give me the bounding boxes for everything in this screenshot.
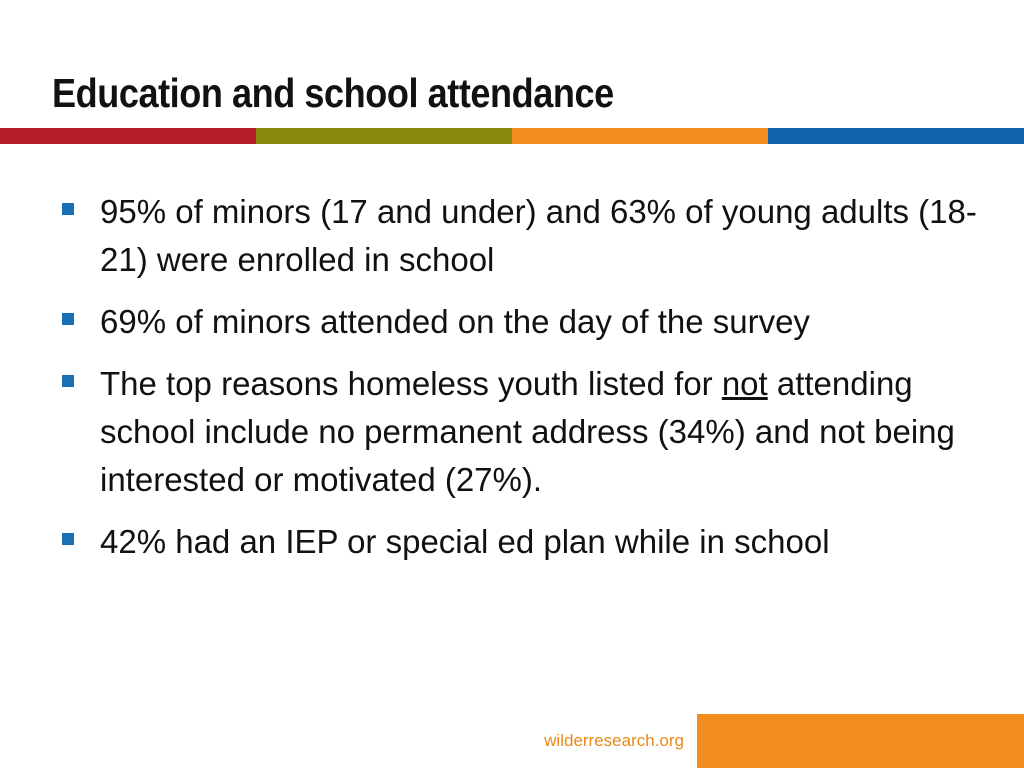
band-segment-orange: [512, 128, 768, 144]
square-bullet-icon: [62, 533, 74, 545]
bullet-item: 42% had an IEP or special ed plan while …: [62, 518, 982, 566]
bullet-text: The top reasons homeless youth listed fo…: [100, 360, 982, 504]
bullet-text: 95% of minors (17 and under) and 63% of …: [100, 193, 977, 278]
band-segment-blue: [768, 128, 1024, 144]
underlined-word: not: [721, 365, 768, 402]
footer-website-link[interactable]: wilderresearch.org: [544, 731, 684, 750]
bullet-text-part: attending school include no permanent ad…: [100, 365, 955, 498]
square-bullet-icon: [62, 313, 74, 325]
slide-title: Education and school attendance: [52, 70, 614, 116]
square-bullet-icon: [62, 203, 74, 215]
square-bullet-icon: [62, 375, 74, 387]
bullet-item: 95% of minors (17 and under) and 63% of …: [62, 188, 982, 284]
bullet-text: 42% had an IEP or special ed plan while …: [100, 523, 830, 560]
color-band: [0, 128, 1024, 144]
band-segment-red: [0, 128, 256, 144]
band-segment-olive: [256, 128, 512, 144]
bullet-text-part: The top reasons homeless youth listed fo…: [100, 365, 722, 402]
bullet-item: The top reasons homeless youth listed fo…: [62, 360, 982, 504]
bullet-text: 69% of minors attended on the day of the…: [100, 303, 810, 340]
bullet-list: 95% of minors (17 and under) and 63% of …: [62, 188, 982, 580]
bullet-item: 69% of minors attended on the day of the…: [62, 298, 982, 346]
footer-color-block: [697, 714, 1024, 768]
